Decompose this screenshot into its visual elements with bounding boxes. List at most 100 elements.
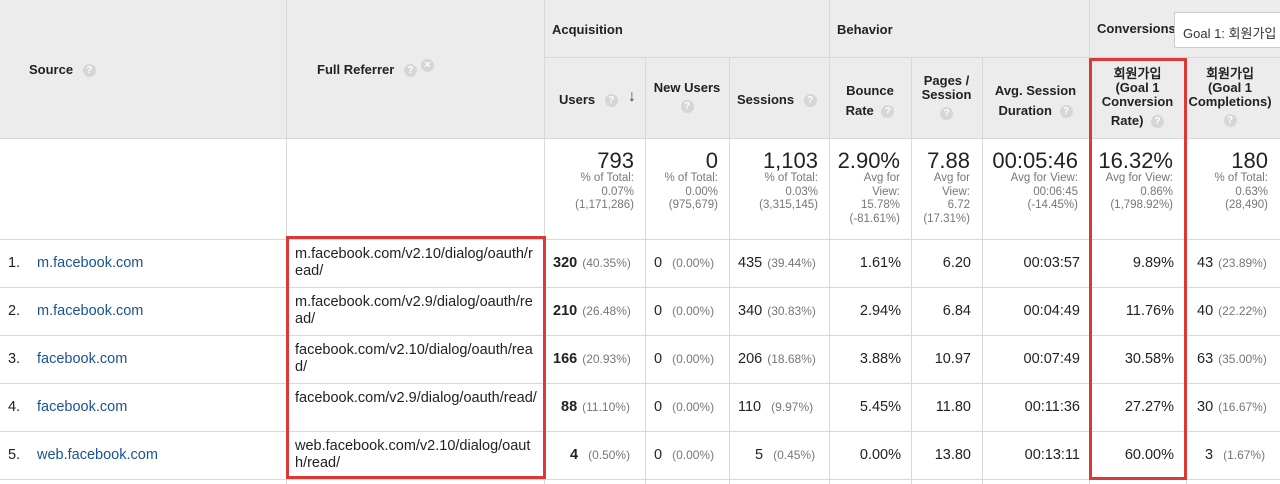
completions-number: 30 <box>1197 399 1214 415</box>
column-conv-line3: Conversion <box>1101 94 1174 109</box>
help-icon[interactable]: ? <box>403 64 417 78</box>
completions-value: 43 (23.89%) <box>1197 255 1267 271</box>
total-users: 793 <box>597 148 634 173</box>
total-duration-sub-1: Avg for View: <box>1010 172 1078 184</box>
total-bounce-sub-4: (-81.61%) <box>849 212 901 225</box>
column-bounce-rate-line2-text: Rate <box>845 103 874 118</box>
column-sessions-label: Sessions <box>737 92 795 107</box>
total-conv-sub: Avg for View: 0.86% (1,798.92%) <box>1106 172 1173 213</box>
new-users-number: 0 <box>654 447 663 463</box>
help-icon[interactable]: ? <box>1059 105 1073 119</box>
help-icon[interactable]: ? <box>1223 114 1237 127</box>
total-comp-sub-3: (28,490) <box>1225 199 1268 211</box>
bounce-rate-value: 5.45% <box>859 399 901 415</box>
column-avg-session-duration[interactable]: Avg. Session Duration ? <box>982 81 1089 121</box>
total-comp-sub-2: 0.63% <box>1235 185 1268 198</box>
total-duration-sub-2: 00:06:45 <box>1033 185 1078 198</box>
sessions-percent: (0.45%) <box>773 448 816 462</box>
sessions-number: 340 <box>738 303 763 319</box>
total-bounce-sub-2: View: <box>872 185 900 198</box>
users-value: 4 (0.50%) <box>570 447 630 463</box>
total-pages-session-sub: Avg for View: 6.72 (17.31%) <box>923 172 970 226</box>
row-index: 5. <box>8 447 21 463</box>
column-source-label: Source <box>29 62 74 77</box>
users-value: 166 (20.93%) <box>553 351 631 367</box>
total-conv-sub-3: (1,798.92%) <box>1110 199 1173 211</box>
total-new-users: 0 <box>705 148 718 173</box>
row-index: 4. <box>8 399 21 415</box>
completions-number: 43 <box>1197 255 1214 271</box>
column-pages-session-line2: Session <box>921 87 972 102</box>
help-icon[interactable]: ? <box>881 105 895 119</box>
total-bounce-rate: 2.90% <box>837 148 900 173</box>
sessions-value: 340 (30.83%) <box>738 303 816 319</box>
new-users-number: 0 <box>654 255 663 271</box>
column-conv-line2: (Goal 1 <box>1115 80 1160 95</box>
completions-value: 40 (22.22%) <box>1197 303 1267 319</box>
remove-dimension-icon[interactable]: × <box>421 59 434 72</box>
column-users[interactable]: Users ? <box>559 93 618 108</box>
row-index: 3. <box>8 351 21 367</box>
new-users-percent: (0.00%) <box>672 352 715 366</box>
group-behavior: Behavior <box>837 22 893 37</box>
column-full-referrer-label: Full Referrer <box>317 62 395 77</box>
total-bounce-sub-3: 15.78% <box>860 199 900 211</box>
conversion-rate-value: 27.27% <box>1124 399 1174 415</box>
help-icon[interactable]: ? <box>82 64 96 78</box>
duration-value: 00:03:57 <box>1023 255 1080 271</box>
total-new-users-sub-1: % of Total: <box>664 172 719 184</box>
column-conv-line1: 회원가입 <box>1113 66 1162 81</box>
users-value: 320 (40.35%) <box>553 255 631 271</box>
sessions-percent: (30.83%) <box>767 304 816 318</box>
total-users-sub-3: (1,171,286) <box>575 199 634 211</box>
source-link[interactable]: web.facebook.com <box>37 447 158 463</box>
pages-session-value: 11.80 <box>935 399 971 415</box>
bounce-rate-value: 0.00% <box>859 447 901 463</box>
column-conv-line4: Rate) ? <box>1089 114 1186 129</box>
help-icon[interactable]: ? <box>803 94 817 108</box>
users-number: 88 <box>561 399 578 415</box>
help-icon[interactable]: ? <box>680 100 694 113</box>
new-users-number: 0 <box>654 351 663 367</box>
sessions-percent: (18.68%) <box>767 352 816 366</box>
total-new-users-sub-3: (975,679) <box>668 199 718 211</box>
users-percent: (26.48%) <box>582 304 631 318</box>
column-duration-line1: Avg. Session <box>994 83 1077 98</box>
full-referrer-value: m.facebook.com/v2.9/dialog/oauth/read/ <box>295 294 533 327</box>
new-users-percent: (0.00%) <box>672 256 715 270</box>
column-pages-session-line1: Pages / <box>923 73 970 88</box>
total-conv-sub-1: Avg for View: <box>1105 172 1173 184</box>
users-value: 210 (26.48%) <box>553 303 631 319</box>
sessions-number: 5 <box>755 447 764 463</box>
help-icon[interactable]: ? <box>604 94 618 108</box>
new-users-value: 0 (0.00%) <box>654 399 714 415</box>
pages-session-value: 10.97 <box>934 351 971 367</box>
source-link[interactable]: facebook.com <box>37 351 128 367</box>
highlight-referrer-box <box>286 236 546 479</box>
column-full-referrer[interactable]: Full Referrer ? <box>317 62 417 78</box>
help-icon[interactable]: ? <box>940 107 953 120</box>
column-goal-completions[interactable]: 회원가입 (Goal 1 Completions) ? <box>1186 67 1274 127</box>
column-sessions[interactable]: Sessions ? <box>737 92 817 108</box>
group-acquisition: Acquisition <box>552 22 623 37</box>
column-new-users[interactable]: New Users ? <box>645 81 729 113</box>
help-icon[interactable]: ? <box>1151 115 1165 129</box>
source-link[interactable]: m.facebook.com <box>37 255 144 271</box>
new-users-value: 0 (0.00%) <box>654 255 714 271</box>
total-new-users-sub-2: 0.00% <box>685 185 718 198</box>
total-sessions-sub: % of Total: 0.03% (3,315,145) <box>759 172 818 213</box>
goal-selector-dropdown[interactable]: Goal 1: 회원가입 <box>1174 12 1280 48</box>
total-duration-sub-3: (-14.45%) <box>1027 199 1079 211</box>
sessions-value: 110 (9.97%) <box>738 399 813 415</box>
sort-descending-icon[interactable]: ↓ <box>628 88 636 105</box>
total-comp-sub: % of Total: 0.63% (28,490) <box>1215 172 1269 213</box>
source-link[interactable]: m.facebook.com <box>37 303 144 319</box>
column-goal-conversion-rate[interactable]: 회원가입 (Goal 1 Conversion Rate) ? <box>1089 66 1186 129</box>
full-referrer-value: facebook.com/v2.10/dialog/oauth/read/ <box>295 342 533 375</box>
total-goal-completions: 180 <box>1231 148 1268 173</box>
column-bounce-rate[interactable]: Bounce Rate ? <box>829 81 911 121</box>
column-pages-session[interactable]: Pages / Session ? <box>911 74 982 120</box>
duration-value: 00:11:36 <box>1024 399 1080 415</box>
source-link[interactable]: facebook.com <box>37 399 128 415</box>
column-source[interactable]: Source ? <box>29 62 96 78</box>
